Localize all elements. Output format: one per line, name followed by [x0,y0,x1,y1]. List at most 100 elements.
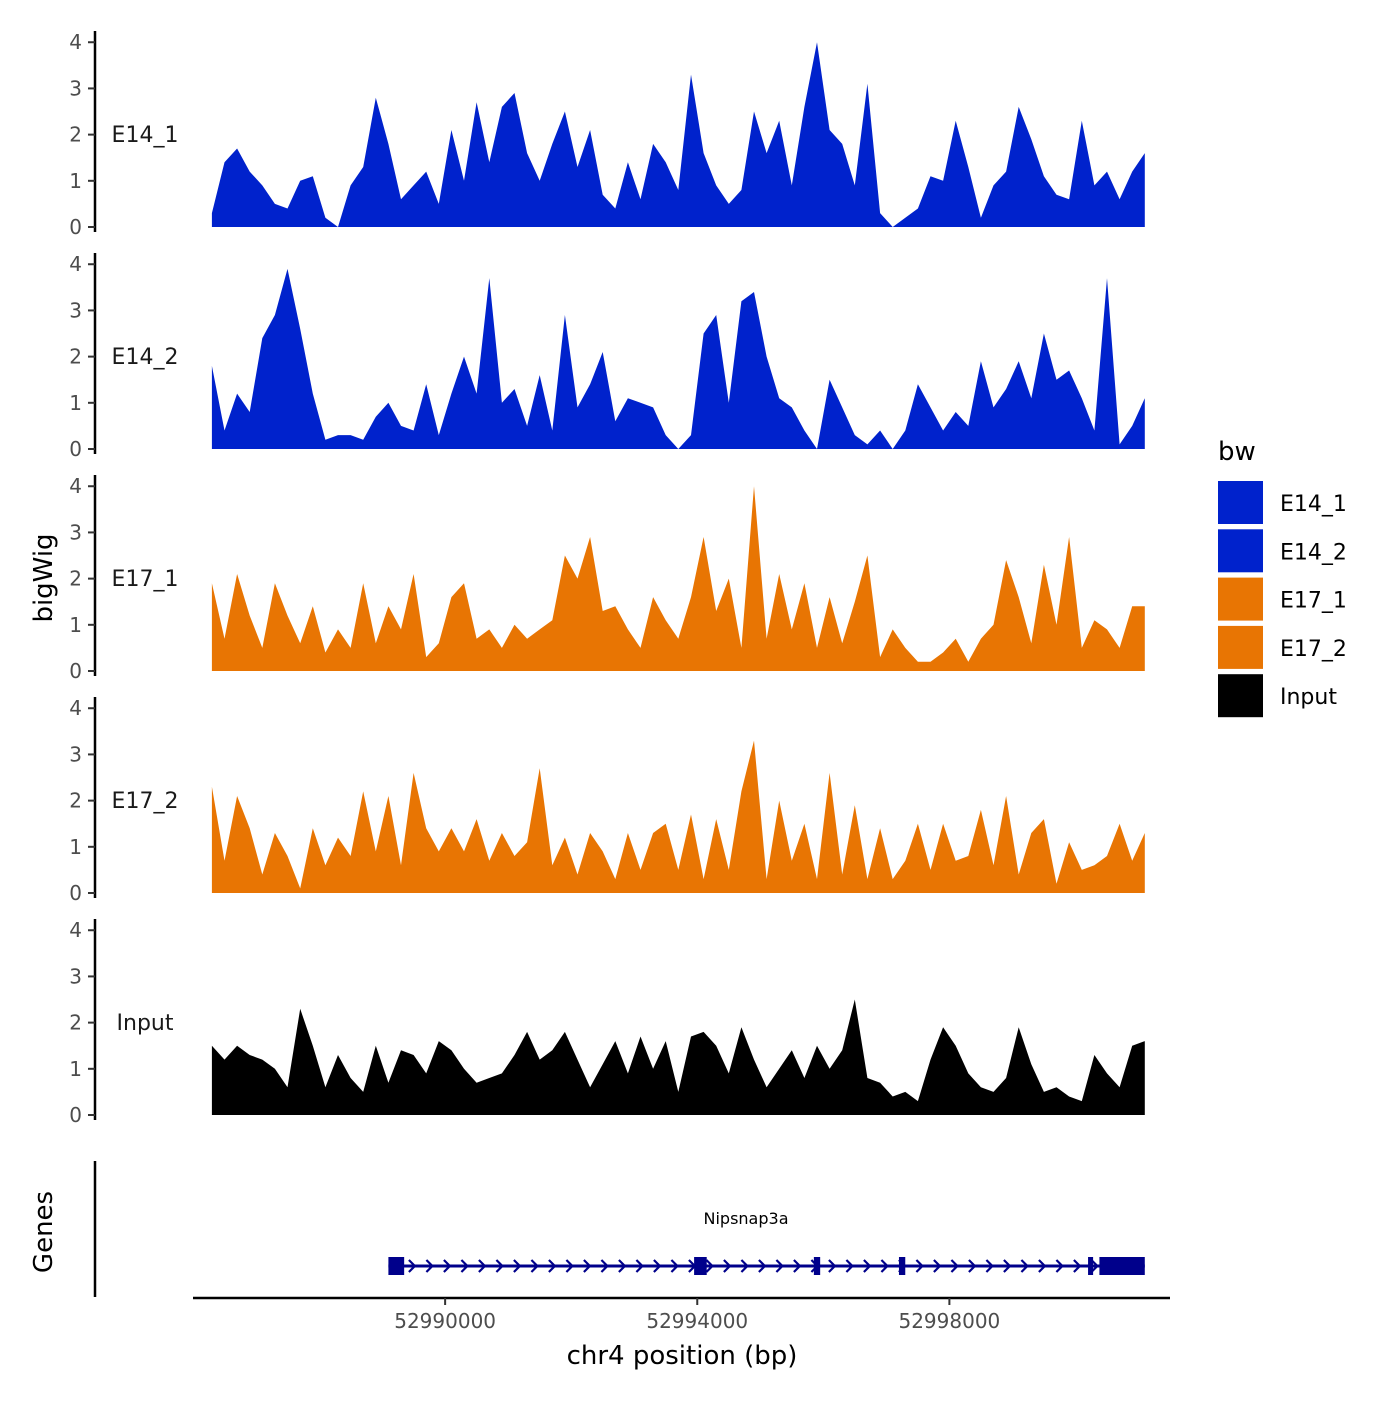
y-tick-label: 2 [69,123,82,147]
strand-chevron [460,1259,469,1273]
strand-chevron [1055,1259,1064,1273]
legend-entry-E14_1: E14_1 [1218,481,1347,524]
track-label: E14_1 [112,123,179,148]
y-tick-label: 2 [69,1011,82,1035]
strand-chevron [985,1259,994,1273]
y-tick-label: 1 [69,835,82,859]
strand-chevron [548,1259,557,1273]
y-tick-label: 1 [69,169,82,193]
strand-chevron [933,1259,942,1273]
y-tick-label: 0 [69,659,82,683]
legend-label: E17_2 [1280,637,1347,662]
y-tick-label: 3 [69,964,82,988]
gene-exon [813,1257,821,1275]
gene-Nipsnap3a: Nipsnap3a [388,1209,1145,1275]
track-E14_1: 0 1 2 3 4 E14_1 [69,30,1145,239]
y-tick-label: 3 [69,520,82,544]
strand-chevron [793,1259,802,1273]
gene-exon [1099,1257,1145,1275]
strand-chevron [1003,1259,1012,1273]
legend-label: Input [1280,685,1337,710]
strand-chevron [723,1259,732,1273]
legend-swatch [1218,577,1263,621]
legend: bw E14_1 E14_2 E17_1 E17_2 Input [1218,437,1347,718]
x-tick-label: 52990000 [394,1309,496,1333]
x-tick-label: 52994000 [646,1309,748,1333]
y-tick-label: 3 [69,76,82,100]
strand-chevron [915,1259,924,1273]
strand-chevron [1038,1259,1047,1273]
strand-chevron [618,1259,627,1273]
strand-chevron [495,1259,504,1273]
track-E14_2: 0 1 2 3 4 E14_2 [69,252,1145,461]
strand-chevron [530,1259,539,1273]
series-area-E17_2 [211,740,1145,893]
gene-track: Nipsnap3a [93,1161,1145,1297]
legend-swatch [1218,625,1263,669]
strand-chevron [740,1259,749,1273]
legend-entry-Input: Input [1218,674,1337,718]
strand-chevron [408,1259,417,1273]
track-panels: 0 1 2 3 4 E14_1 0 1 2 3 4 E14_2 0 1 2 3 4 E17_1 0 1 2 3 4 E17_2… [69,30,1145,1127]
legend-swatch [1218,674,1263,718]
gene-exon [388,1257,405,1275]
y-tick-label: 1 [69,613,82,637]
strand-chevron [1090,1259,1099,1273]
series-area-Input [211,999,1145,1115]
strand-chevron [443,1259,452,1273]
strand-chevron [670,1259,679,1273]
strand-chevron [425,1259,434,1273]
y-tick-label: 1 [69,1057,82,1081]
y-tick-label: 4 [69,918,82,942]
gene-label: Nipsnap3a [704,1209,789,1228]
gene-exon [694,1257,707,1275]
track-E17_1: 0 1 2 3 4 E17_1 [69,474,1145,683]
legend-label: E14_1 [1280,492,1347,517]
y-tick-label: 4 [69,696,82,720]
strand-chevron [828,1259,837,1273]
y-tick-label: 2 [69,345,82,369]
strand-chevron [478,1259,487,1273]
track-label: E14_2 [112,345,179,370]
strand-chevron [758,1259,767,1273]
y-tick-label: 2 [69,789,82,813]
y-tick-label: 4 [69,30,82,54]
y-tick-label: 4 [69,474,82,498]
y-tick-label: 0 [69,437,82,461]
x-axis-title: chr4 position (bp) [567,1341,798,1371]
track-label: E17_2 [112,789,179,814]
strand-chevron [653,1259,662,1273]
y-tick-label: 0 [69,215,82,239]
genes-axis-title: Genes [29,1191,59,1273]
track-label: Input [117,1011,174,1036]
series-area-E14_2 [211,268,1145,449]
strand-chevron [565,1259,574,1273]
legend-entry-E17_1: E17_1 [1218,577,1347,621]
gene-exon [1088,1257,1094,1275]
legend-swatch [1218,529,1263,573]
strand-chevron [845,1259,854,1273]
y-tick-label: 4 [69,252,82,276]
strand-chevron [880,1259,889,1273]
strand-chevron [1073,1259,1082,1273]
strand-chevron [1020,1259,1029,1273]
strand-chevron [863,1259,872,1273]
strand-chevron [775,1259,784,1273]
y-tick-label: 1 [69,391,82,415]
strand-chevron [600,1259,609,1273]
legend-entry-E17_2: E17_2 [1218,625,1347,669]
y-tick-label: 0 [69,881,82,905]
y-tick-label: 0 [69,1103,82,1127]
legend-label: E14_2 [1280,540,1347,565]
track-label: E17_1 [112,567,179,592]
strand-chevron [635,1259,644,1273]
legend-label: E17_1 [1280,589,1347,614]
strand-chevron [513,1259,522,1273]
gene-exon [898,1257,906,1275]
legend-swatch [1218,481,1263,524]
series-area-E17_1 [211,486,1145,671]
y-tick-label: 3 [69,742,82,766]
strand-chevron [705,1259,714,1273]
